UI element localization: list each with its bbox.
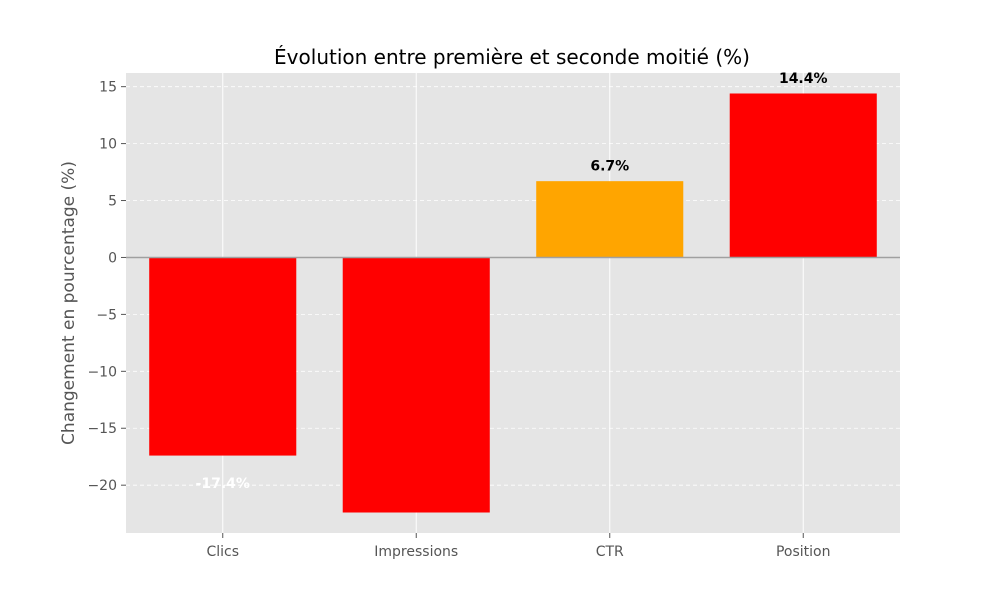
y-tick-label: 15 — [99, 80, 117, 96]
y-tick-label: 10 — [99, 137, 117, 153]
y-axis-label: Changement en pourcentage (%) — [59, 161, 79, 445]
bar-position — [729, 93, 877, 258]
y-tick-label: −10 — [87, 364, 117, 380]
y-tick-label: −15 — [87, 421, 117, 437]
y-tick-label: 0 — [108, 250, 117, 266]
y-tick-label: −20 — [87, 478, 117, 494]
bar-ctr — [536, 181, 684, 258]
x-tick-label: CTR — [596, 544, 624, 560]
x-tick-label: Impressions — [374, 544, 458, 560]
bar-clics — [149, 257, 297, 456]
x-tick-label: Clics — [206, 544, 239, 560]
x-tick-label: Position — [776, 544, 831, 560]
data-label: 6.7% — [590, 158, 629, 174]
y-tick-label: −5 — [96, 307, 117, 323]
chart-title: Évolution entre première et seconde moit… — [274, 45, 750, 69]
bar-impressions — [342, 257, 490, 513]
y-tick-label: 5 — [108, 194, 117, 210]
data-label: -17.4% — [196, 476, 250, 492]
data-label: 14.4% — [779, 71, 828, 87]
plot-area: 15 10 5 0 −5 −10 −15 −20 Clics Impressions CTR Posi… — [87, 71, 900, 560]
